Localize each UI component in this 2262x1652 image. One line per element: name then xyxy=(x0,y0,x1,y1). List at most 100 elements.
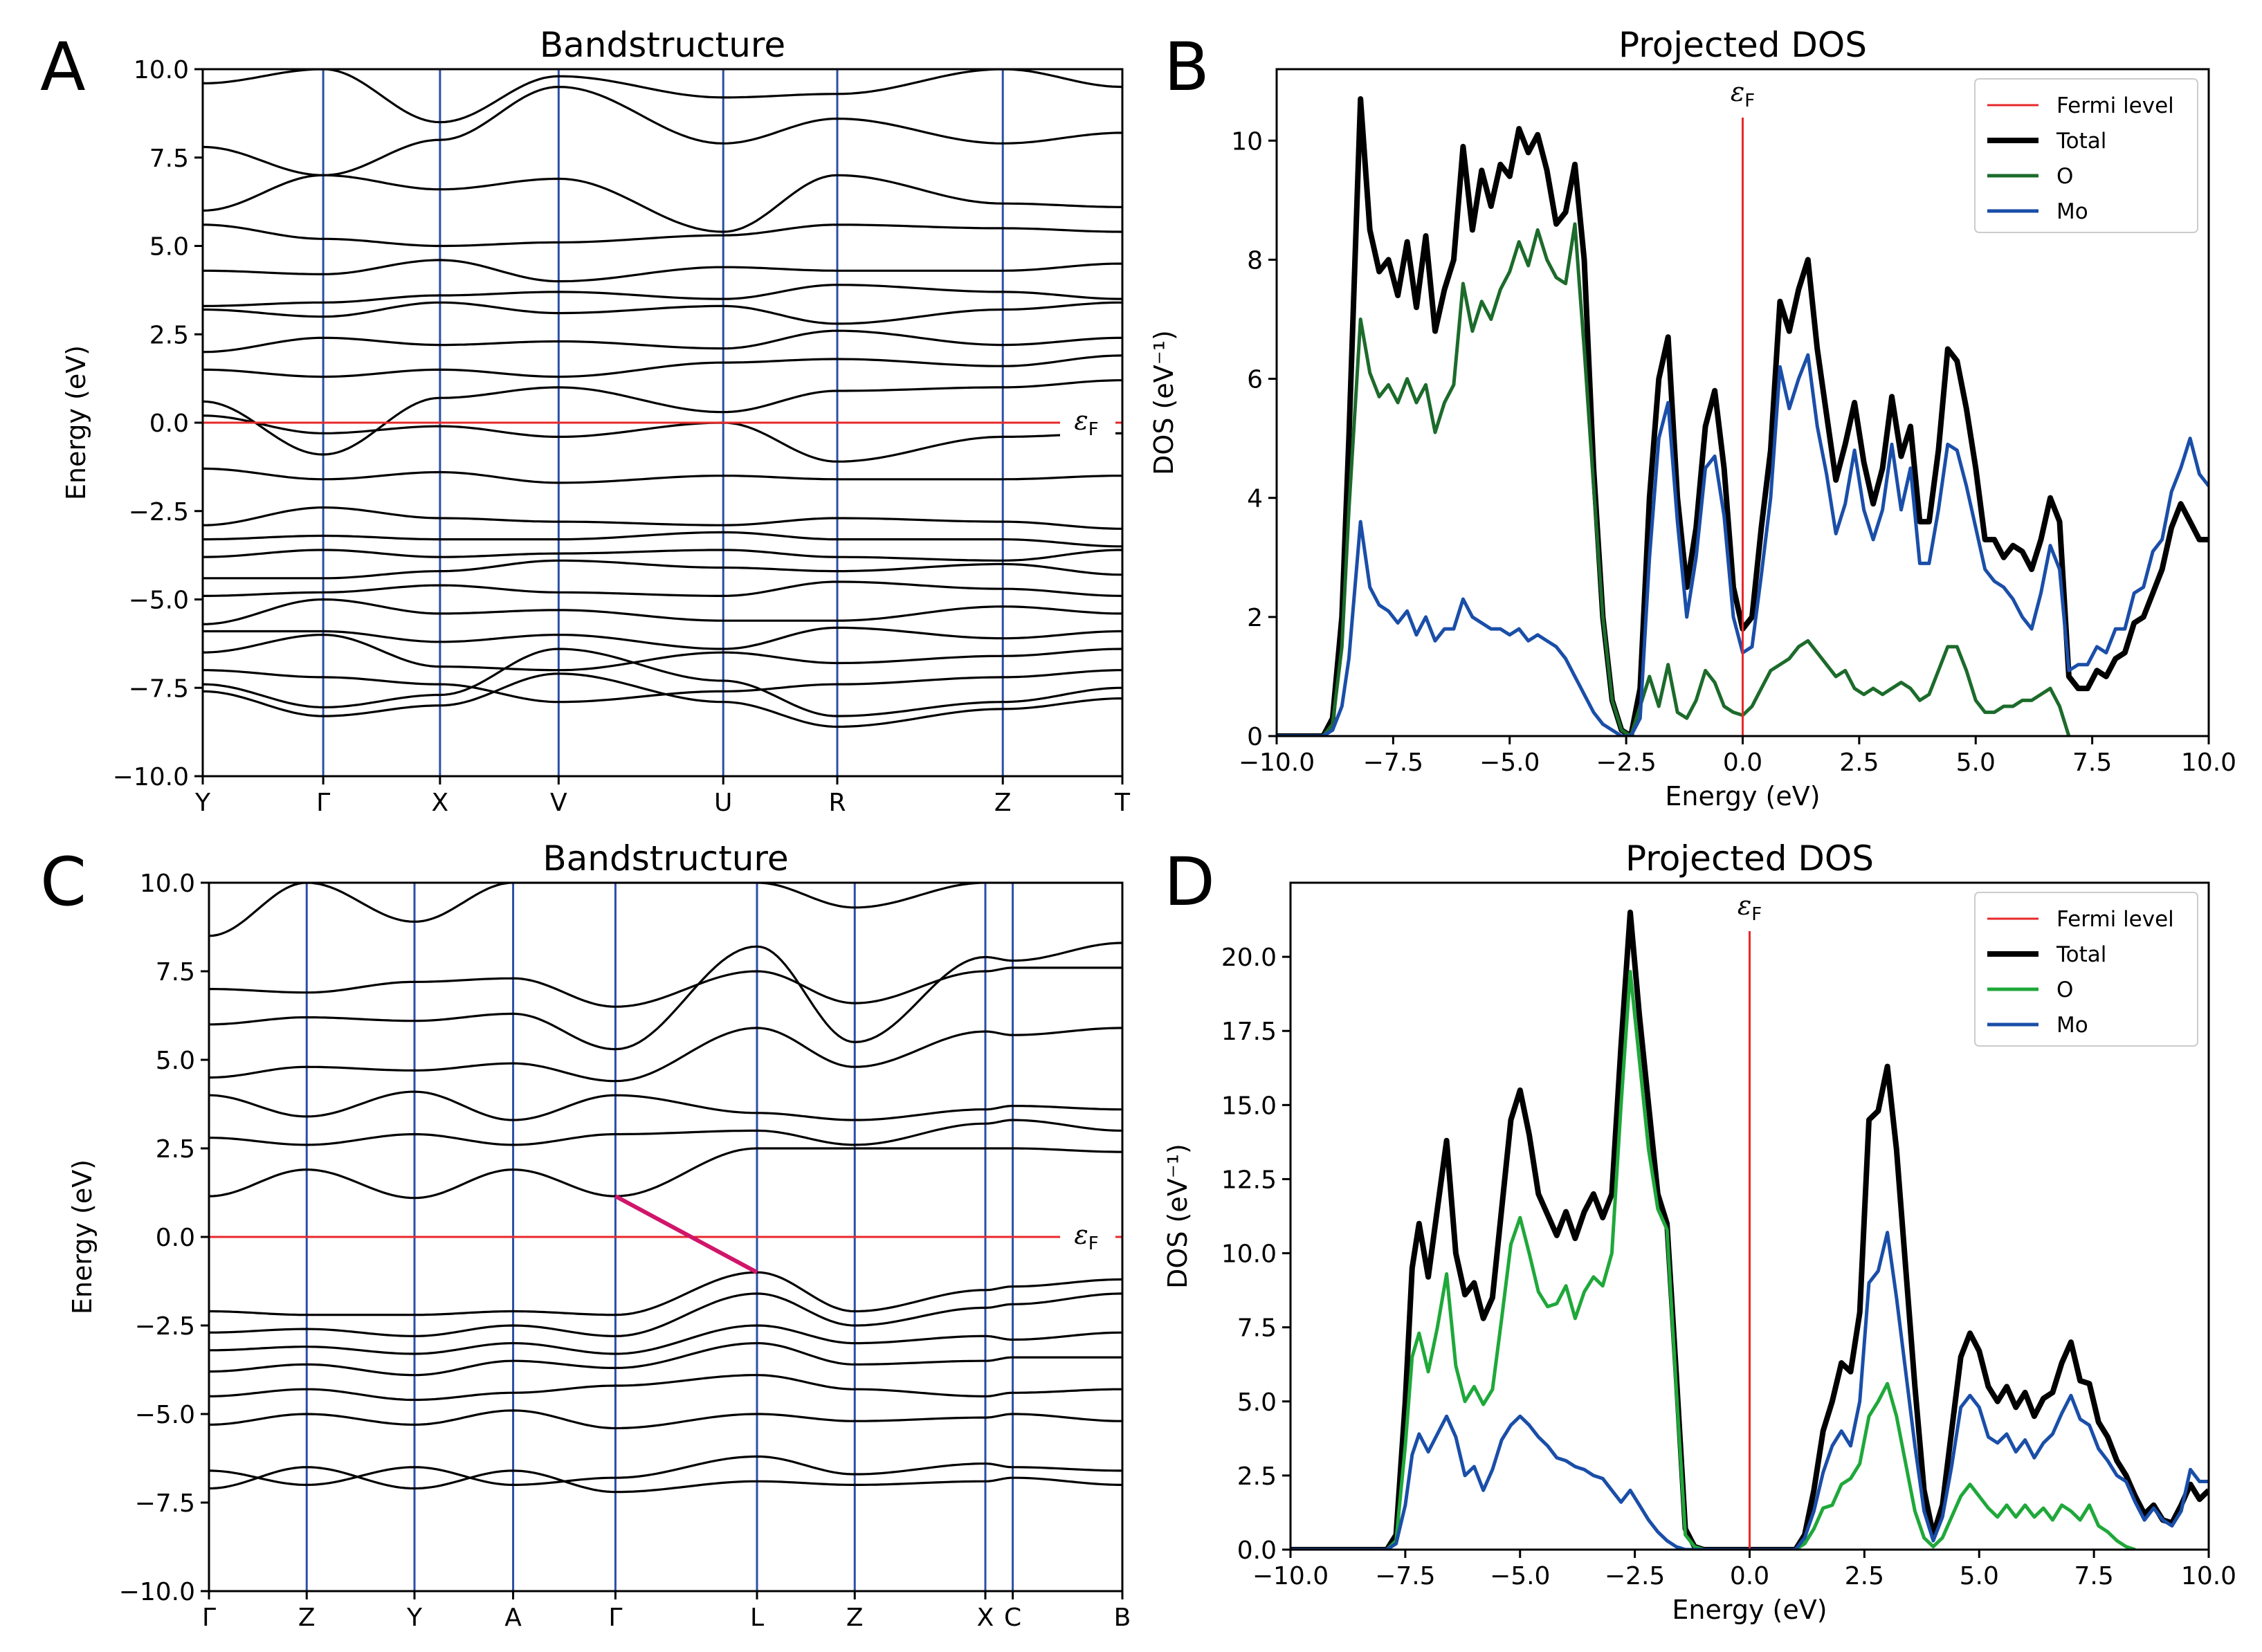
panel-c-ytick-label-3: 2.5 xyxy=(156,1135,195,1164)
panel-c-band-8 xyxy=(209,1147,1122,1200)
panel-a-band-13 xyxy=(203,379,1122,456)
panel-d-ytick-label-7: 17.5 xyxy=(1221,1018,1277,1046)
panel-a-band-7 xyxy=(203,559,1122,580)
panel-a-ytick-label-7: −7.5 xyxy=(129,674,189,703)
panel-a-band-18 xyxy=(203,259,1122,283)
panel-a-band-1 xyxy=(203,672,1122,728)
panel-c-transition-line xyxy=(614,1194,758,1274)
panel-a-band-16 xyxy=(203,301,1122,325)
panel-a-band-20 xyxy=(203,174,1122,233)
panel-c-kpoint-label-7: X xyxy=(977,1604,994,1632)
panel-d-xtick-label-8: 10.0 xyxy=(2181,1562,2236,1590)
panel-a-band-10 xyxy=(203,506,1122,530)
panel-a-band-22 xyxy=(203,69,1122,124)
panel-b-ylabel: DOS (eV⁻¹) xyxy=(1149,330,1179,475)
panel-b-legend-label-1: Total xyxy=(2056,129,2106,154)
panel-c-band-1 xyxy=(209,1455,1122,1487)
panel-b-series-o xyxy=(1277,222,2071,736)
panel-d-xtick-label-3: −2.5 xyxy=(1605,1562,1665,1590)
panel-b-ytick-label-0: 0 xyxy=(1247,723,1263,751)
panel-d-legend-label-1: Total xyxy=(2056,942,2106,967)
panel-c-band-11 xyxy=(209,1027,1122,1083)
panel-d-xtick-label-1: −7.5 xyxy=(1375,1562,1435,1590)
panel-c-ytick-label-1: 7.5 xyxy=(156,958,195,986)
panel-d-xlabel: Energy (eV) xyxy=(1672,1595,1827,1625)
panel-b-xlabel: Energy (eV) xyxy=(1665,781,1820,811)
panel-d-legend-label-0: Fermi level xyxy=(2056,907,2174,932)
panel-a-band-19 xyxy=(203,223,1122,248)
panel-b-series-total xyxy=(1277,96,2209,736)
panel-d-legend-box xyxy=(1974,892,2198,1047)
panel-c-title: Bandstructure xyxy=(542,838,788,879)
panel-a-kpoint-label-2: X xyxy=(432,789,449,817)
panel-d-ytick-label-1: 2.5 xyxy=(1237,1462,1277,1491)
panel-b-xtick-label-7: 7.5 xyxy=(2072,749,2112,777)
panel-a-kpoint-label-5: R xyxy=(829,789,846,817)
panel-c-band-2 xyxy=(209,1409,1122,1430)
panel-c-ytick-label-0: 10.0 xyxy=(140,870,195,898)
panel-a-title: Bandstructure xyxy=(540,25,785,65)
panel-d-xtick-label-4: 0.0 xyxy=(1730,1562,1769,1590)
panel-c-kpoint-label-1: Z xyxy=(298,1604,316,1632)
panel-a-band-6 xyxy=(203,580,1122,597)
panel-c-band-10 xyxy=(209,1090,1122,1121)
panel-c-band-3 xyxy=(209,1374,1122,1402)
panel-d-legend-label-3: Mo xyxy=(2056,1013,2088,1038)
panel-c-kpoint-label-9: B xyxy=(1114,1604,1131,1632)
panel-b-ytick-label-3: 6 xyxy=(1247,366,1263,394)
panel-d-fermi-label: εF xyxy=(1737,890,1762,925)
panel-d-projected-dos: Projected DOS εF 0.0 2.5 5.0 7.5 10.0 12.5 15.0 1… xyxy=(1162,838,2236,1625)
panel-c-ytick-label-8: −10.0 xyxy=(119,1578,195,1606)
panel-b-legend-label-2: O xyxy=(2056,164,2073,189)
panel-a-band-9 xyxy=(203,531,1122,548)
panel-a-band-14 xyxy=(203,354,1122,378)
panel-c-band-4 xyxy=(209,1341,1122,1377)
panel-c-ytick-label-5: −2.5 xyxy=(135,1312,195,1341)
panel-letter-a: A xyxy=(40,28,86,106)
panel-letter-b: B xyxy=(1164,28,1210,106)
panel-a-ytick-label-4: 0.0 xyxy=(149,410,189,438)
panel-letter-c: C xyxy=(40,843,86,921)
panel-c-ylabel: Energy (eV) xyxy=(67,1159,98,1314)
panel-d-series-o xyxy=(1290,970,2136,1550)
panel-c-ytick-label-7: −7.5 xyxy=(135,1489,195,1518)
panel-letter-d: D xyxy=(1164,843,1215,921)
panel-d-xtick-label-7: 7.5 xyxy=(2074,1562,2113,1590)
panel-d-xtick-label-6: 5.0 xyxy=(1960,1562,1999,1590)
panel-c-kpoint-label-2: Y xyxy=(406,1604,423,1632)
panel-b-title: Projected DOS xyxy=(1618,25,1867,65)
panel-c-plot-area xyxy=(209,883,1122,1591)
panel-b-xtick-label-8: 10.0 xyxy=(2181,749,2236,777)
panel-d-legend-label-2: O xyxy=(2056,978,2073,1002)
panel-c-kpoint-label-5: L xyxy=(750,1604,764,1632)
panel-a-kpoint-label-6: Z xyxy=(994,789,1012,817)
panel-c-band-9 xyxy=(209,1119,1122,1146)
panel-a-ylabel: Energy (eV) xyxy=(61,345,91,500)
panel-a-kpoint-label-3: V xyxy=(550,789,567,817)
panel-c-ytick-label-2: 5.0 xyxy=(156,1047,195,1075)
panel-d-ytick-label-6: 15.0 xyxy=(1221,1092,1277,1120)
panel-d-series-total xyxy=(1290,909,2209,1550)
panel-a-ytick-label-5: −2.5 xyxy=(129,498,189,526)
panel-d-ylabel: DOS (eV⁻¹) xyxy=(1162,1144,1193,1289)
panel-c-fermi-label-bg xyxy=(1060,1222,1115,1252)
panel-d-series-mo xyxy=(1290,1231,2209,1550)
panel-c-kpoint-label-0: Γ xyxy=(202,1604,216,1632)
panel-b-xtick-label-0: −10.0 xyxy=(1239,749,1315,777)
panel-a-kpoint-label-0: Y xyxy=(194,789,211,817)
panel-b-xtick-label-6: 5.0 xyxy=(1956,749,1996,777)
panel-a-band-21 xyxy=(203,85,1122,176)
panel-a-ytick-label-8: −10.0 xyxy=(113,763,189,791)
panel-a-ytick-label-2: 5.0 xyxy=(149,233,189,261)
panel-a-band-2 xyxy=(203,669,1122,704)
panel-c-ytick-label-6: −5.0 xyxy=(135,1401,195,1429)
panel-b-ytick-label-2: 4 xyxy=(1247,485,1263,513)
panel-c-kpoint-label-3: A xyxy=(504,1604,522,1632)
panel-d-xtick-label-2: −5.0 xyxy=(1490,1562,1550,1590)
panel-c-band-5 xyxy=(209,1324,1122,1355)
panel-c-kpoint-label-6: Z xyxy=(846,1604,864,1632)
panel-d-title: Projected DOS xyxy=(1625,838,1874,879)
panel-a-kpoint-label-4: U xyxy=(714,789,732,817)
panel-b-fermi-label: εF xyxy=(1731,77,1755,111)
